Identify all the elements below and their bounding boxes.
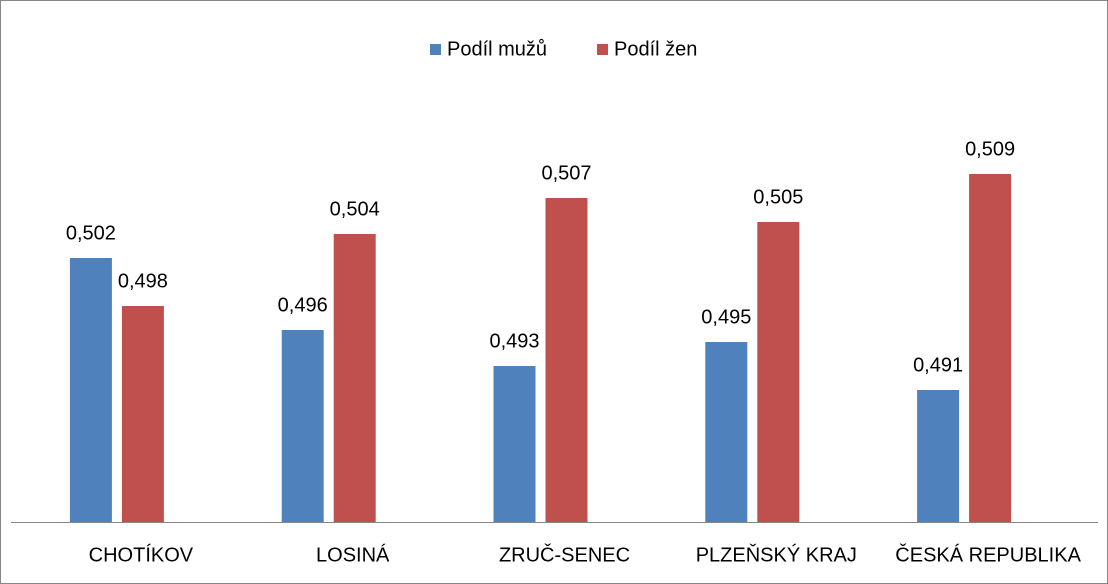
bar [917, 390, 960, 522]
bar [333, 234, 376, 522]
x-tick-label: PLZEŇSKÝ KRAJ [696, 543, 857, 566]
bar [281, 330, 324, 522]
bar [705, 342, 748, 522]
legend-label: Podíl žen [614, 38, 697, 60]
x-tick-label: CHOTÍKOV [89, 543, 194, 566]
data-label: 0,507 [541, 162, 591, 184]
bar [545, 198, 588, 522]
legend-label: Podíl mužů [447, 38, 547, 60]
x-tick-label: ZRUČ-SENEC [499, 543, 630, 566]
bar [69, 258, 112, 522]
data-label: 0,493 [489, 330, 539, 352]
data-label: 0,502 [66, 222, 116, 244]
data-label: 0,496 [278, 294, 328, 316]
x-tick-label: ČESKÁ REPUBLIKA [895, 543, 1081, 566]
data-label: 0,509 [965, 138, 1015, 160]
data-label: 0,491 [913, 354, 963, 376]
bar [493, 366, 536, 522]
data-label: 0,495 [701, 306, 751, 328]
data-label: 0,498 [118, 270, 168, 292]
bar [757, 222, 800, 522]
legend-swatch [430, 44, 441, 55]
bar [969, 174, 1012, 522]
data-label: 0,505 [753, 186, 803, 208]
legend-swatch [597, 44, 608, 55]
x-tick-label: LOSINÁ [316, 543, 390, 566]
bar [121, 306, 164, 522]
data-label: 0,504 [330, 198, 380, 220]
